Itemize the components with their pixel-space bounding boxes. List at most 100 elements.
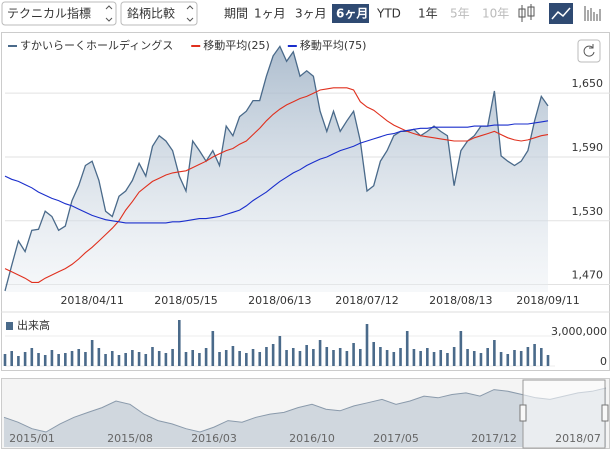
navigator-date-label: 2015/01	[9, 432, 55, 445]
x-tick-label: 2018/06/13	[248, 294, 311, 307]
volume-bar	[104, 354, 107, 366]
navigator-handle[interactable]	[601, 404, 609, 422]
volume-bar	[513, 350, 516, 366]
volume-bar	[43, 355, 47, 366]
volume-bar	[526, 347, 530, 366]
volume-bar	[37, 353, 40, 366]
volume-title: 出来高	[17, 318, 50, 332]
volume-bar	[97, 348, 101, 366]
volume-bar	[164, 353, 168, 366]
volume-bar	[385, 350, 389, 366]
navigator-date-label: 2015/08	[107, 432, 153, 445]
period-button[interactable]: 6ヶ月	[336, 7, 368, 21]
legend-label: すかいらーくホールディングス	[20, 38, 173, 52]
candle-icon[interactable]	[518, 4, 535, 22]
volume-bar	[57, 354, 60, 366]
volume-bar	[157, 351, 161, 366]
volume-bar	[493, 340, 496, 366]
volume-bar	[204, 348, 208, 366]
reload-glyph	[583, 44, 595, 57]
y-tick-label: 1,530	[572, 205, 604, 218]
period-button[interactable]: YTD	[376, 7, 401, 21]
volume-bar	[506, 354, 510, 366]
volume-bar	[184, 352, 188, 366]
volume-bar	[251, 349, 255, 366]
reload-button[interactable]	[577, 39, 601, 63]
volume-bar	[298, 351, 302, 366]
volume-bar	[539, 348, 543, 366]
bar-chart-icon[interactable]	[584, 6, 601, 21]
y-tick-label: 1,650	[572, 77, 604, 90]
volume-bar	[177, 320, 181, 366]
period-button[interactable]: 5年	[450, 7, 470, 21]
y-tick-label: 0	[600, 355, 607, 368]
volume-bar	[137, 352, 141, 366]
volume-bar	[459, 331, 463, 366]
volume-bar	[245, 353, 248, 366]
indicator-label: テクニカル指標	[7, 6, 91, 21]
volume-bar	[392, 352, 396, 366]
volume-bar	[419, 351, 422, 366]
volume-bar	[50, 350, 54, 366]
volume-bar	[533, 344, 536, 366]
volume-bar	[90, 340, 94, 366]
volume-bar	[211, 331, 215, 366]
volume-bar	[412, 349, 416, 366]
volume-bar	[151, 347, 154, 366]
volume-bar	[84, 352, 87, 366]
volume-bar	[338, 348, 342, 366]
volume-bar	[345, 351, 349, 366]
volume-bar	[265, 347, 268, 366]
period-label: 期間	[224, 7, 248, 21]
volume-bar	[452, 347, 456, 366]
volume-bar	[426, 348, 429, 366]
period-button[interactable]: 3ヶ月	[295, 7, 327, 21]
volume-bar	[64, 353, 67, 366]
volume-bar	[271, 344, 275, 366]
volume-bar	[30, 348, 34, 366]
x-tick-label: 2018/08/13	[429, 294, 492, 307]
series-line	[4, 45, 549, 292]
volume-bar	[439, 350, 443, 366]
navigator-date-label: 2017/05	[373, 432, 419, 445]
line-chart-glyph	[551, 7, 571, 20]
navigator-selection[interactable]	[522, 379, 606, 449]
period-button[interactable]: 1ヶ月	[254, 7, 286, 21]
compare-dropdown[interactable]	[120, 1, 198, 26]
volume-bar	[110, 351, 114, 366]
dropdown-arrow	[186, 5, 194, 22]
indicator-dropdown[interactable]	[1, 1, 117, 26]
navigator-handle[interactable]	[519, 404, 527, 422]
chart-frame	[1, 32, 610, 371]
period-button[interactable]: 1年	[418, 7, 438, 21]
y-tick-label: 3,000,000	[551, 325, 607, 338]
volume-bar	[379, 347, 382, 366]
x-tick-label: 2018/04/11	[60, 294, 123, 307]
volume-bar	[479, 353, 483, 366]
volume-bar	[399, 348, 402, 366]
volume-bar	[291, 348, 295, 366]
volume-bar	[224, 350, 228, 366]
volume-bar	[372, 342, 376, 366]
navigator-date-label: 2016/10	[289, 432, 335, 445]
volume-bar	[70, 351, 74, 366]
volume-bar	[258, 352, 262, 366]
volume-bar	[218, 352, 221, 366]
volume-bar	[131, 350, 134, 366]
volume-legend-swatch	[6, 322, 13, 330]
legend-label: 移動平均(25)	[203, 38, 270, 52]
volume-bar	[358, 349, 362, 366]
navigator-line	[3, 387, 607, 433]
period-selected[interactable]	[332, 4, 369, 23]
volume-bar	[365, 324, 369, 366]
compare-label: 銘柄比較	[127, 6, 175, 21]
volume-bar	[446, 353, 449, 366]
volume-bar	[546, 355, 550, 366]
volume-bar	[305, 345, 308, 366]
x-tick-label: 2018/09/11	[516, 294, 579, 307]
navigator-date-label: 2018/07	[555, 432, 601, 445]
volume-bar	[198, 353, 201, 366]
period-button[interactable]: 10年	[482, 7, 509, 21]
volume-bar	[472, 351, 476, 366]
